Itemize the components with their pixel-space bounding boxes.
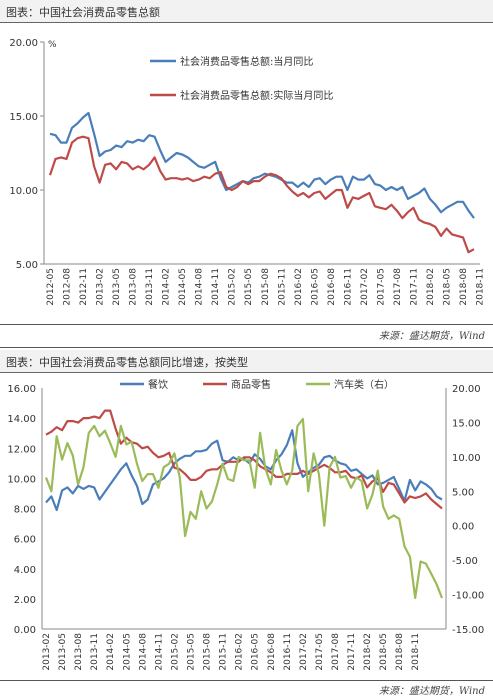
x-tick-label: 2012-11 [79, 268, 89, 306]
x-tick-label: 2014-08 [195, 268, 205, 306]
y-tick-label-right: 10.00 [452, 453, 481, 464]
x-tick-label: 2015-11 [277, 268, 287, 306]
figure2-top-divider [0, 347, 493, 348]
legend-label-3: 汽车类（右） [334, 378, 394, 391]
x-tick-label: 2018-11 [476, 268, 486, 306]
x-tick-label: 2012-08 [63, 268, 73, 306]
figure2-header: 图表：中国社会消费品零售总额同比增速，按类型 [0, 350, 493, 373]
x-tick-label: 2018-08 [395, 633, 405, 671]
x-tick-label: 2017-05 [315, 633, 325, 671]
x-tick-label: 2014-02 [162, 268, 172, 306]
y-tick-label-right: 0.00 [452, 522, 474, 533]
y-tick-label: 15.00 [9, 112, 38, 123]
y-tick-label-right: -10.00 [452, 591, 484, 602]
y-tick-label-left: 8.00 [14, 505, 36, 516]
x-tick-label: 2014-11 [211, 268, 221, 306]
x-tick-label: 2017-11 [347, 633, 357, 671]
x-tick-label: 2017-11 [409, 268, 419, 306]
x-tick-label: 2018-05 [379, 633, 389, 671]
retail-sales-yoy-chart: 20.00 15.00 10.00 5.00% 2012-05 2012-08 2012-1… [9, 38, 486, 306]
x-tick-label: 2018-11 [411, 633, 421, 671]
x-tick-label: 2015-08 [261, 268, 271, 306]
x-tick-label: 2012-05 [46, 268, 56, 306]
y-unit-label: % [48, 40, 57, 50]
x-tick-label: 2015-02 [170, 633, 180, 671]
y-tick-label-left: 12.00 [7, 444, 36, 455]
y-tick-label-right: -5.00 [452, 556, 478, 567]
series-line-2 [48, 135, 475, 254]
y-tick-label: 10.00 [9, 186, 38, 197]
y-tick-label-right: -15.00 [452, 625, 484, 636]
y-tick-label-right: 5.00 [452, 487, 474, 498]
x-tick-label: 2013-02 [42, 633, 52, 671]
y-tick-label-left: 4.00 [14, 565, 36, 576]
legend-label-1: 餐饮 [148, 378, 168, 391]
x-tick-label: 2018-08 [459, 268, 469, 306]
x-tick-label: 2015-11 [219, 633, 229, 671]
figure1-header: 图表：中国社会消费品零售总额 [0, 0, 493, 23]
x-tick-label: 2016-08 [327, 268, 337, 306]
legend-label-1: 社会消费品零售总额:当月同比 [180, 55, 313, 68]
x-tick-label: 2015-08 [203, 633, 213, 671]
x-tick-label: 2013-08 [129, 268, 139, 306]
y-tick-label-right: 15.00 [452, 418, 481, 429]
x-tick-label: 2018-02 [426, 268, 436, 306]
y-tick-label-left: 10.00 [7, 474, 36, 485]
x-tick-label: 2014-05 [178, 268, 188, 306]
x-tick-label: 2013-05 [112, 268, 122, 306]
retail-sales-by-type-chart: 16.00 14.00 12.00 10.00 8.00 6.00 4.00 2.00 0.00… [7, 378, 484, 671]
figure1-source: 来源：盛达期货，Wind [378, 331, 485, 342]
x-tick-label: 2014-08 [138, 633, 148, 671]
figure1-header-text: 图表：中国社会消费品零售总额 [6, 6, 160, 19]
x-tick-label: 2016-02 [235, 633, 245, 671]
series-line-1 [49, 111, 475, 219]
figure2-divider [0, 680, 493, 681]
x-tick-label: 2015-02 [228, 268, 238, 306]
x-tick-label: 2017-02 [299, 633, 309, 671]
y-tick-label-left: 14.00 [7, 414, 36, 425]
series-line-3 [44, 417, 444, 600]
legend-label-2: 商品零售 [231, 378, 271, 391]
figure2-source: 来源：盛达期货，Wind [378, 686, 485, 697]
x-tick-label: 2015-05 [186, 633, 196, 671]
x-tick-label: 2013-11 [145, 268, 155, 306]
y-tick-label: 20.00 [9, 38, 38, 49]
x-tick-label: 2016-08 [267, 633, 277, 671]
x-tick-label: 2018-05 [442, 268, 452, 306]
x-tick-label: 2014-02 [106, 633, 116, 671]
x-tick-label: 2014-05 [122, 633, 132, 671]
x-tick-label: 2015-05 [244, 268, 254, 306]
x-tick-label: 2018-02 [363, 633, 373, 671]
x-tick-label: 2013-08 [74, 633, 84, 671]
x-tick-label: 2014-11 [154, 633, 164, 671]
x-tick-label: 2016-05 [310, 268, 320, 306]
x-tick-label: 2017-05 [376, 268, 386, 306]
x-tick-label: 2013-05 [58, 633, 68, 671]
x-tick-label: 2017-02 [360, 268, 370, 306]
x-tick-label: 2013-02 [96, 268, 106, 306]
legend-label-2: 社会消费品零售总额:实际当月同比 [180, 89, 333, 102]
y-tick-label-left: 2.00 [14, 595, 36, 606]
x-tick-label: 2016-11 [283, 633, 293, 671]
y-tick-label-left: 0.00 [14, 625, 36, 636]
y-tick-label: 5.00 [16, 260, 38, 271]
y-tick-label-right: 20.00 [452, 384, 481, 395]
y-tick-label-left: 16.00 [7, 384, 36, 395]
x-tick-label: 2016-05 [251, 633, 261, 671]
figure2-header-text: 图表：中国社会消费品零售总额同比增速，按类型 [6, 356, 248, 369]
y-tick-label-left: 6.00 [14, 535, 36, 546]
x-tick-label: 2017-08 [393, 268, 403, 306]
x-tick-label: 2016-02 [294, 268, 304, 306]
figure1-divider [0, 324, 493, 325]
x-tick-label: 2013-11 [90, 633, 100, 671]
x-tick-label: 2016-11 [343, 268, 353, 306]
x-tick-label: 2017-08 [331, 633, 341, 671]
